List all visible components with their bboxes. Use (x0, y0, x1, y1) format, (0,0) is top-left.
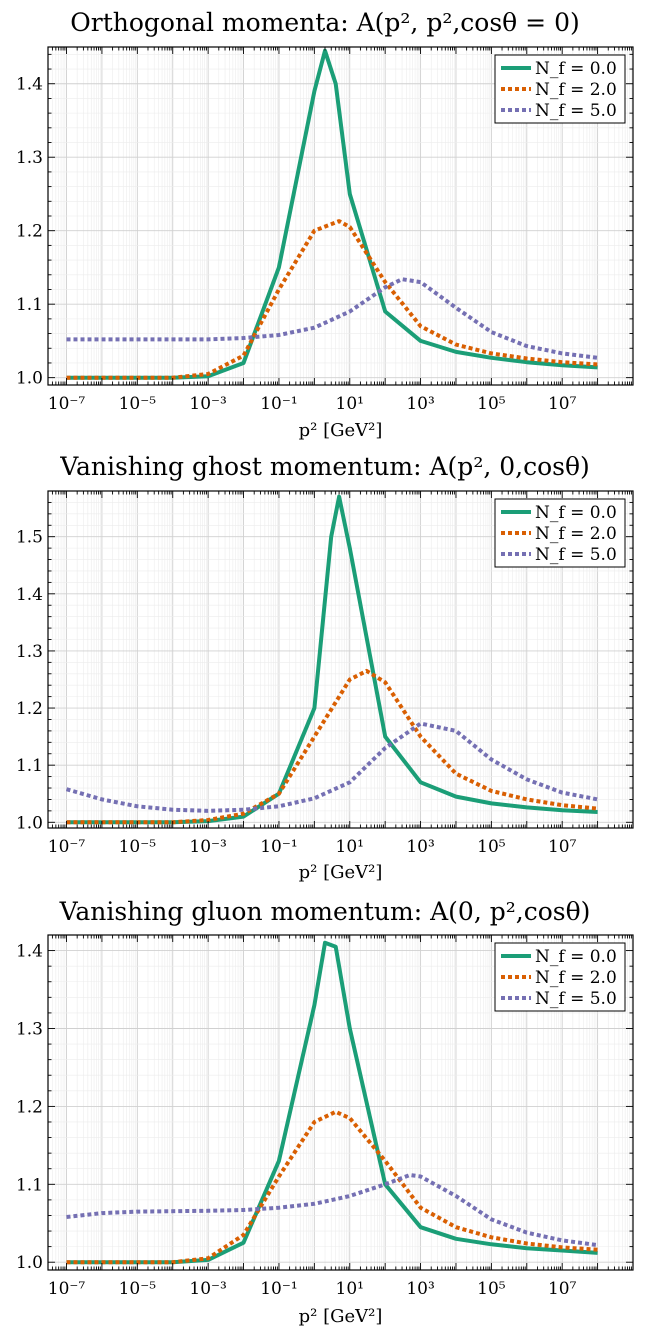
plot-frame (47, 934, 634, 1271)
x-tick-label: 10⁵ (477, 1279, 506, 1299)
legend: N_f = 0.0N_f = 2.0N_f = 5.0 (494, 942, 626, 1012)
legend-label: N_f = 5.0 (535, 101, 617, 121)
panel-title: Vanishing ghost momentum: A(p², 0,cosθ) (59, 452, 590, 481)
chart-panel-3: 10⁻⁷ 10⁻⁵ 10⁻³ 10⁻¹ 10¹ 10³ 10⁵ 10⁷ 1.0 1.1 1.2 1.3… (16, 897, 634, 1327)
x-tick-label: 10⁻⁵ (119, 1279, 157, 1299)
x-tick-label: 10¹ (336, 837, 364, 857)
y-tick-label: 1.4 (16, 585, 43, 605)
legend-label: N_f = 2.0 (535, 968, 617, 988)
y-tick-label: 1.2 (16, 222, 43, 242)
legend-label: N_f = 2.0 (535, 80, 617, 100)
x-tick-label: 10⁻³ (189, 394, 226, 414)
y-tick-label: 1.1 (16, 1175, 43, 1195)
x-tick-label: 10⁻³ (189, 837, 226, 857)
axis-ticks (47, 934, 633, 1270)
axis-ticks (47, 490, 633, 828)
legend-label: N_f = 0.0 (535, 59, 617, 79)
x-tick-label: 10³ (406, 837, 434, 857)
y-tick-label: 1.4 (16, 942, 43, 962)
grid (47, 490, 633, 828)
y-tick-label: 1.4 (16, 75, 43, 95)
y-tick-label: 1.5 (16, 528, 43, 548)
x-tick-label: 10⁻³ (189, 1279, 226, 1299)
y-tick-label: 1.3 (16, 642, 43, 662)
panel-title: Vanishing gluon momentum: A(0, p²,cosθ) (59, 897, 591, 926)
x-tick-label: 10⁷ (548, 837, 577, 857)
x-tick-label: 10⁻⁵ (119, 837, 157, 857)
x-tick-label: 10¹ (336, 394, 364, 414)
x-tick-label: 10⁷ (548, 394, 577, 414)
plot-frame (47, 490, 634, 829)
y-tick-label: 1.0 (16, 813, 43, 833)
x-tick-label: 10⁻¹ (260, 837, 297, 857)
x-tick-label: 10⁻⁷ (48, 1279, 86, 1299)
series-line-nf-2 (66, 1173, 598, 1248)
x-axis-label: p² [GeV²] (299, 1306, 383, 1327)
y-tick-label: 1.1 (16, 756, 43, 776)
series-line-nf-1 (66, 219, 598, 380)
series-line-nf-2 (66, 277, 598, 360)
series-line-nf-1 (66, 668, 598, 825)
x-tick-label: 10¹ (336, 1279, 364, 1299)
series-line-nf-2 (65, 721, 598, 813)
y-tick-label: 1.3 (16, 1019, 43, 1039)
axis-ticks (47, 47, 633, 385)
x-tick-label: 10⁻⁵ (119, 394, 157, 414)
x-tick-label: 10⁷ (548, 1279, 577, 1299)
legend: N_f = 0.0N_f = 2.0N_f = 5.0 (494, 54, 626, 124)
legend-label: N_f = 2.0 (535, 524, 617, 544)
legend: N_f = 0.0N_f = 2.0N_f = 5.0 (494, 498, 626, 568)
legend-label: N_f = 5.0 (535, 545, 617, 565)
x-tick-label: 10⁻¹ (260, 1279, 297, 1299)
x-tick-label: 10⁻⁷ (48, 837, 86, 857)
legend-label: N_f = 0.0 (535, 947, 617, 967)
x-tick-label: 10⁻¹ (260, 394, 297, 414)
x-axis-label: p² [GeV²] (299, 862, 383, 883)
legend-label: N_f = 5.0 (535, 989, 617, 1009)
y-tick-label: 1.0 (16, 1253, 43, 1273)
x-tick-label: 10³ (406, 394, 434, 414)
y-tick-label: 1.2 (16, 1097, 43, 1117)
y-tick-label: 1.1 (16, 295, 43, 315)
chart-panel-1: 10⁻⁷ 10⁻⁵ 10⁻³ 10⁻¹ 10¹ 10³ 10⁵ 10⁷ 1.0 1.1 1.2 1.3… (16, 8, 634, 441)
x-tick-label: 10³ (406, 1279, 434, 1299)
x-tick-label: 10⁵ (477, 837, 506, 857)
y-tick-label: 1.3 (16, 148, 43, 168)
x-tick-label: 10⁵ (477, 394, 506, 414)
chart-panel-2: 10⁻⁷ 10⁻⁵ 10⁻³ 10⁻¹ 10¹ 10³ 10⁵ 10⁷ 1.0 1.1 1.2 1.3… (16, 452, 634, 883)
x-axis-label: p² [GeV²] (299, 420, 383, 441)
series-line-nf-1 (66, 1109, 598, 1265)
x-tick-label: 10⁻⁷ (48, 394, 86, 414)
legend-label: N_f = 0.0 (535, 503, 617, 523)
y-tick-label: 1.0 (16, 369, 43, 389)
panel-title: Orthogonal momenta: A(p², p²,cosθ = 0) (70, 8, 579, 37)
y-tick-label: 1.2 (16, 699, 43, 719)
grid (47, 934, 633, 1270)
